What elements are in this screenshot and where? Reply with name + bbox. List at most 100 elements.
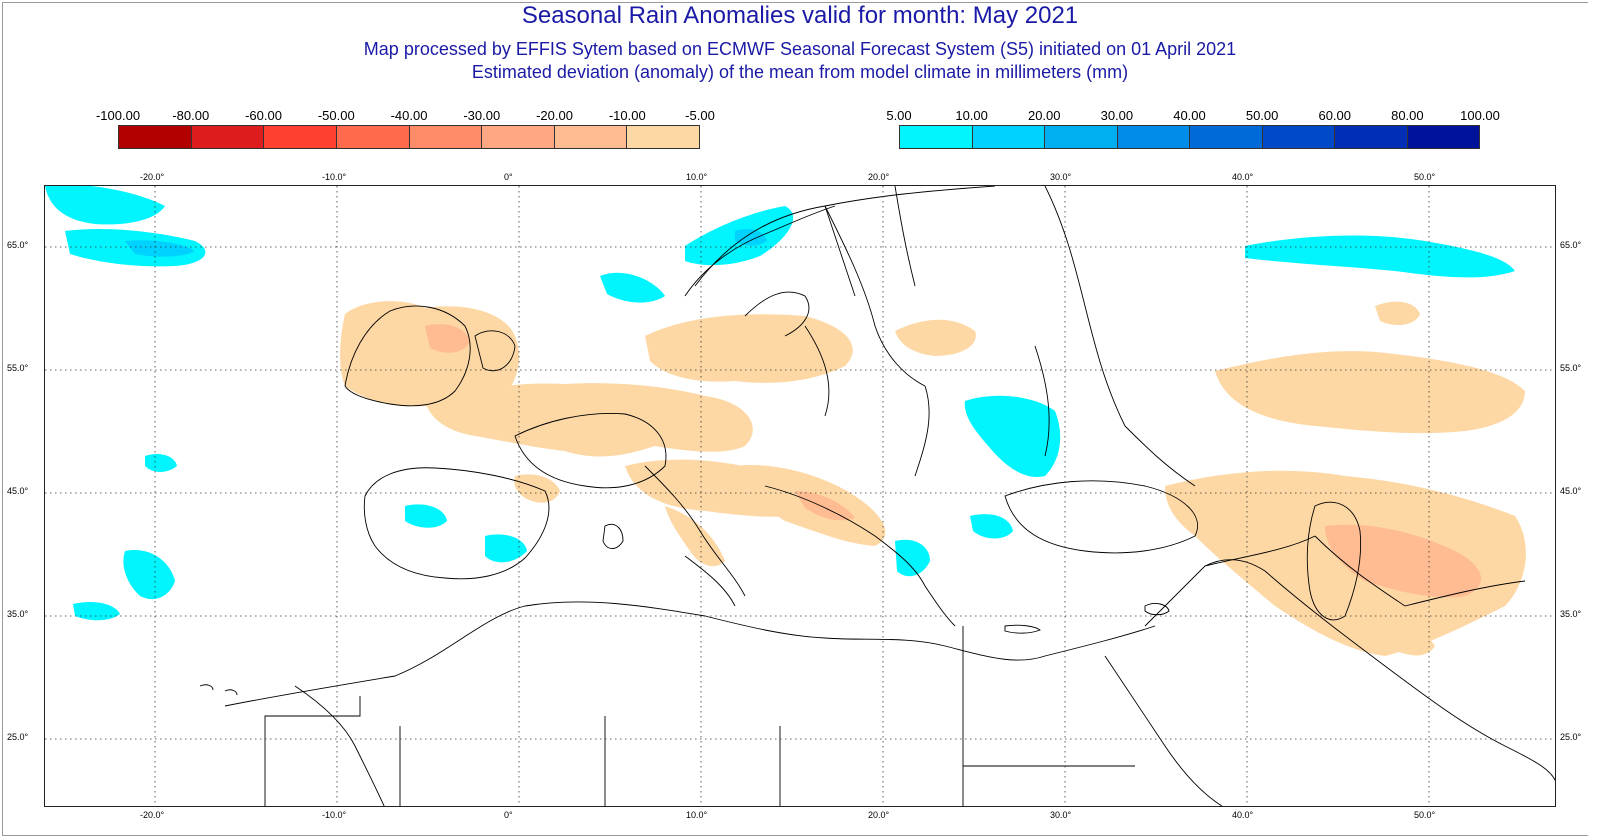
lon-label-bottom: 40.0°: [1232, 810, 1254, 820]
legend-tick-label: 40.00: [1173, 108, 1206, 123]
lon-label-bottom: 30.0°: [1050, 810, 1072, 820]
lat-label-right: 35.0°: [1560, 609, 1582, 619]
legend-swatch: [1190, 126, 1263, 148]
lat-label-left: 55.0°: [7, 363, 29, 373]
lat-label-right: 55.0°: [1560, 363, 1582, 373]
dry-region-italy: [665, 506, 725, 567]
wet-region-norway-south: [600, 272, 665, 303]
legend-tick-label: 20.00: [1027, 108, 1061, 123]
legend-tick-label: -20.00: [536, 108, 573, 123]
dry-region-germany-poland: [645, 314, 853, 383]
coast-british-isles: [344, 305, 516, 407]
lat-label-left: 25.0°: [7, 732, 29, 742]
map-subtitle-source: Map processed by EFFIS Sytem based on EC…: [363, 39, 1237, 59]
map-title: Seasonal Rain Anomalies valid for month:…: [521, 2, 1079, 29]
lon-label-bottom: -20.0°: [140, 810, 165, 820]
legend-tick-label: -10.00: [608, 108, 646, 123]
coast-scandinavia: [684, 205, 836, 337]
map-subtitle-units: Estimated deviation (anomaly) of the mea…: [471, 62, 1129, 82]
coast-black-sea: [1004, 480, 1198, 554]
wet-region-azores: [123, 550, 175, 600]
legend-tick-label: 100.00: [1460, 108, 1500, 123]
legend-tick-label: -80.00: [172, 108, 210, 123]
border-morocco: [294, 685, 385, 806]
legend-swatch: [191, 126, 265, 148]
legend-tick-label: 50.00: [1245, 108, 1279, 123]
lon-label-bottom: 20.0°: [868, 810, 890, 820]
legend-swatch: [119, 126, 192, 148]
legend-swatch: [482, 126, 555, 148]
lat-label-left: 35.0°: [7, 609, 29, 619]
legend-tick-label: 5.00: [886, 108, 912, 123]
legend-swatch: [409, 126, 483, 148]
legend-tick-label: -50.00: [317, 108, 355, 123]
legend-swatch: [264, 126, 337, 148]
lat-label-right: 65.0°: [1560, 240, 1582, 250]
legend-tick-label: 30.00: [1100, 108, 1134, 123]
border-sahara: [264, 696, 781, 806]
legend-negative-ticks: -100.00 -80.00 -60.00 -50.00 -40.00 -30.00 -20…: [96, 108, 715, 124]
lon-label-bottom: 10.0°: [686, 810, 708, 820]
legend-swatch: [1407, 126, 1479, 148]
lat-label-left: 45.0°: [7, 486, 29, 496]
legend-tick-label: -60.00: [245, 108, 282, 123]
wet-region-iberia-se: [485, 534, 527, 563]
lon-label-bottom: 50.0°: [1414, 810, 1436, 820]
border-eastern-europe: [804, 325, 1050, 477]
lon-label-bottom: 0°: [504, 810, 513, 820]
coast-arabia: [1264, 570, 1555, 781]
dry-region-russia-ne: [1375, 301, 1420, 326]
legend-swatch: [627, 126, 699, 148]
island-cyprus: [1144, 603, 1170, 616]
lon-label-top: 10.0°: [686, 172, 708, 182]
legend-tick-label: -40.00: [390, 108, 428, 123]
coast-iberia: [363, 467, 550, 580]
legend-tick-label: -30.00: [463, 108, 501, 123]
lat-label-right: 25.0°: [1560, 732, 1582, 742]
wet-core-norway: [735, 229, 767, 246]
wet-region-ukraine: [964, 395, 1061, 477]
legend-negative-colorbar: [118, 125, 700, 149]
wet-core-iceland: [125, 240, 195, 257]
legend-swatch: [1262, 126, 1335, 148]
legend-tick-label: 60.00: [1318, 108, 1352, 123]
dry-region-western-europe: [425, 383, 753, 457]
legend-swatch: [972, 126, 1045, 148]
lat-label-left: 65.0°: [7, 240, 29, 250]
coast-italy: [644, 465, 746, 607]
legend-tick-label: 10.00: [955, 108, 988, 123]
legend-swatch: [1117, 126, 1190, 148]
legend-tick-label: -5.00: [685, 108, 715, 123]
coast-red-sea: [1104, 655, 1223, 806]
legend-swatch: [336, 126, 410, 148]
lon-label-top: 50.0°: [1414, 172, 1436, 182]
dry-region-russia-east: [1215, 351, 1525, 434]
wet-region-greenland: [45, 186, 165, 225]
lon-label-bottom: -10.0°: [322, 810, 347, 820]
anomaly-map: [44, 185, 1556, 807]
border-russia: [1044, 186, 1196, 487]
coast-balkans: [764, 485, 956, 627]
graticule: [45, 186, 1555, 806]
wet-region-russia-ne: [1245, 235, 1515, 278]
legend-swatch: [554, 126, 628, 148]
border-scandinavia-internal: [824, 186, 916, 297]
coastlines-borders: [199, 186, 1555, 806]
wet-region-iberia-ne: [405, 504, 447, 528]
dry-core-caspian: [1325, 524, 1482, 598]
lon-label-top: 40.0°: [1232, 172, 1254, 182]
lon-label-top: 0°: [504, 172, 513, 182]
border-turkey-iran: [1204, 535, 1526, 607]
dry-region-baltic: [895, 319, 976, 356]
dry-region-iberia-east: [514, 474, 560, 503]
lon-label-top: 20.0°: [868, 172, 890, 182]
legend-swatch: [1045, 126, 1118, 148]
legend-swatch: [1335, 126, 1408, 148]
legend-swatch: [900, 126, 973, 148]
lon-label-top: -10.0°: [322, 172, 347, 182]
lon-label-top: 30.0°: [1050, 172, 1072, 182]
lon-label-top: -20.0°: [140, 172, 165, 182]
coast-africa-north: [224, 601, 1156, 707]
legend-tick-label: 80.00: [1391, 108, 1424, 123]
wet-region-greece: [895, 539, 930, 577]
